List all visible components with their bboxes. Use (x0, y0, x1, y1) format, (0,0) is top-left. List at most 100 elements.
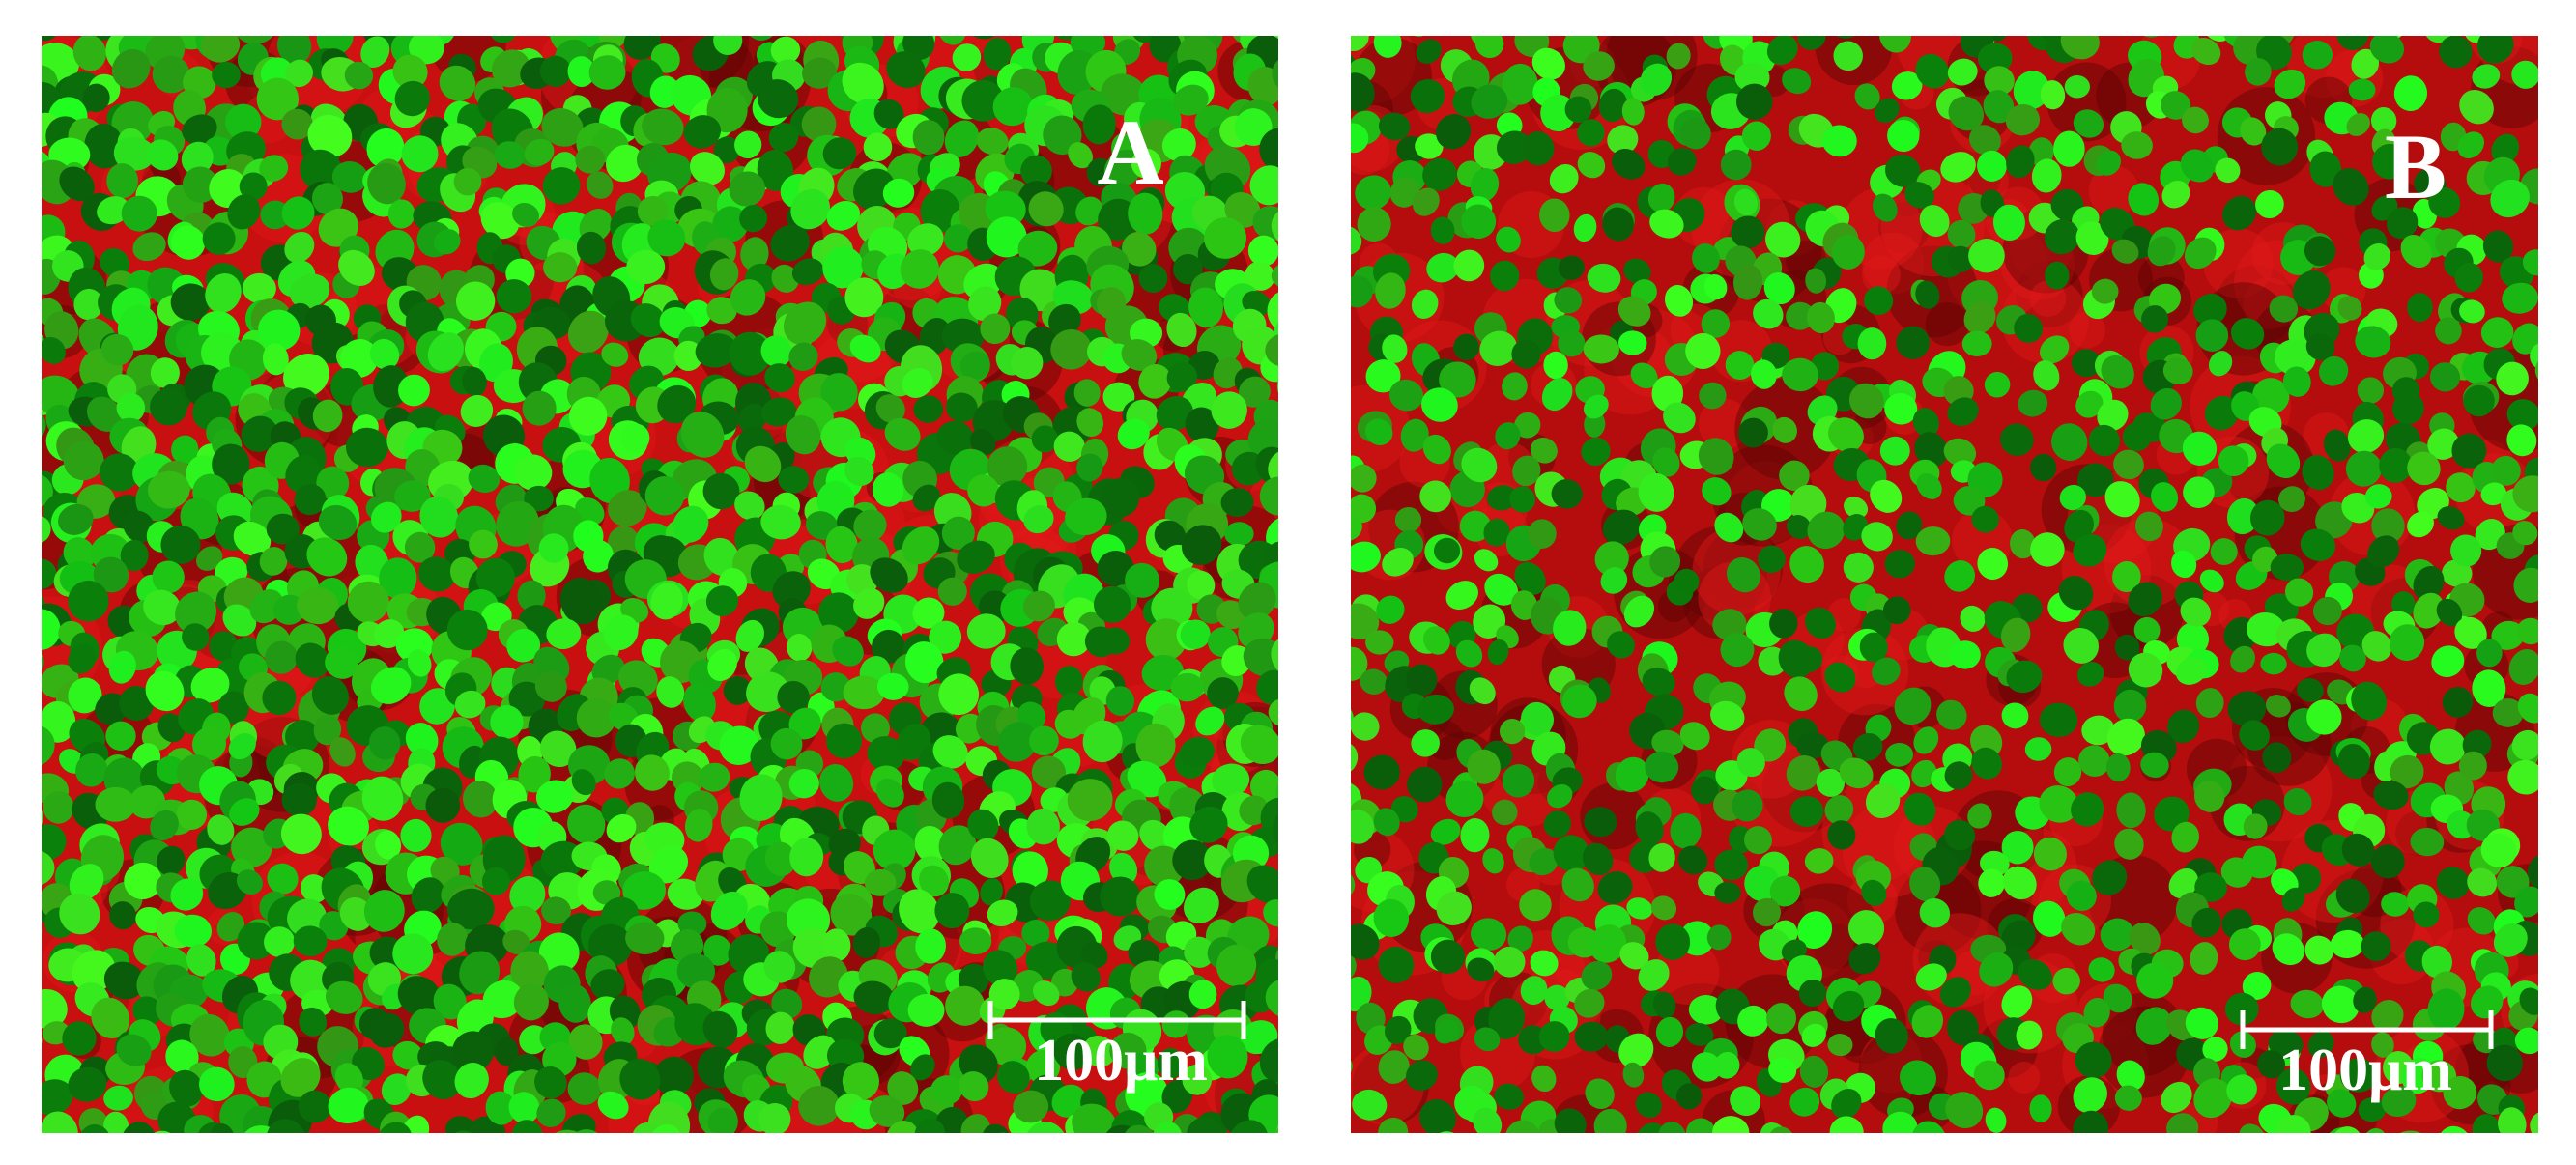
cell (1184, 936, 1215, 968)
cell (1097, 551, 1134, 586)
cell (667, 878, 703, 910)
cell (683, 115, 722, 149)
cell (2528, 0, 2570, 35)
cell (1195, 706, 1225, 736)
cell (543, 252, 578, 283)
cell (328, 806, 369, 846)
cell (237, 922, 275, 960)
cell (1280, 611, 1322, 650)
cell (1913, 726, 1939, 754)
cell (873, 1018, 907, 1049)
cell (228, 733, 256, 760)
cell (1884, 392, 1918, 425)
shadow (2029, 280, 2067, 317)
cell (210, 1123, 235, 1133)
cell (764, 363, 795, 393)
cell (111, 48, 151, 89)
cell (2390, 1130, 2430, 1133)
cell (734, 130, 762, 159)
cell (1276, 852, 1324, 899)
cell (2018, 389, 2048, 417)
cell (222, 604, 257, 637)
cell (673, 340, 703, 372)
cell (683, 683, 716, 723)
cell (2031, 158, 2062, 193)
cell (103, 961, 145, 1000)
cell (2306, 699, 2342, 735)
cell (1854, 83, 1880, 110)
cell (619, 1059, 661, 1100)
cell (1607, 631, 1635, 659)
cell (1364, 418, 1393, 446)
cell (1879, 36, 1911, 53)
cell (1701, 309, 1731, 338)
cell (2511, 60, 2538, 89)
cell (998, 722, 1038, 762)
cell (2073, 109, 2104, 138)
cell (120, 539, 149, 572)
cell (1172, 839, 1213, 881)
cell (1568, 0, 1619, 39)
cell (902, 368, 933, 398)
cell (1082, 1035, 1116, 1067)
cell (983, 950, 1017, 986)
cell (425, 787, 461, 823)
cell (303, 6, 331, 36)
cell (970, 429, 996, 456)
cell (1699, 382, 1727, 410)
cell (264, 926, 296, 957)
cell (97, 196, 130, 225)
cell (329, 737, 356, 767)
cell (959, 1071, 989, 1102)
cell (1852, 733, 1883, 761)
cell (1916, 472, 1942, 499)
cell (2261, 128, 2299, 166)
cell (1782, 68, 1812, 95)
cell (2078, 745, 2110, 777)
cell (100, 248, 129, 278)
cell (2190, 38, 2221, 66)
cell (42, 1024, 43, 1055)
shadow (1673, 526, 1767, 621)
cell (763, 951, 796, 983)
cell (100, 453, 139, 492)
cell (2183, 476, 2215, 508)
cell (2389, 624, 2425, 661)
cell (1021, 919, 1050, 947)
cell (2476, 36, 2514, 64)
cell (198, 1066, 235, 1102)
cell (2077, 463, 2114, 497)
cell (1786, 515, 1812, 539)
cell (623, 36, 661, 60)
cell (454, 690, 486, 719)
cell (2393, 75, 2428, 112)
cell (872, 472, 904, 507)
cell (1288, 104, 1324, 139)
cell (175, 591, 217, 635)
cell (657, 384, 697, 424)
cell (1674, 568, 1700, 595)
cell (2071, 349, 2102, 378)
cell (295, 642, 329, 678)
cell (398, 374, 430, 407)
cell (2091, 278, 2119, 304)
cell (1891, 71, 1923, 100)
cell (2517, 693, 2538, 724)
cell (361, 776, 404, 821)
cell (770, 36, 801, 65)
cell (1411, 289, 1439, 319)
cell (1583, 51, 1615, 81)
cell (2075, 390, 2104, 418)
cell (2351, 681, 2388, 721)
cell (2024, 737, 2052, 761)
cell (985, 190, 1026, 228)
cell (42, 725, 55, 767)
cell (785, 415, 821, 455)
cell (1949, 640, 1981, 669)
cell (2113, 689, 2147, 723)
cell (298, 1090, 331, 1123)
cell (1138, 364, 1172, 399)
cell (496, 279, 532, 314)
cell (2150, 387, 2182, 420)
cell (1188, 287, 1223, 328)
